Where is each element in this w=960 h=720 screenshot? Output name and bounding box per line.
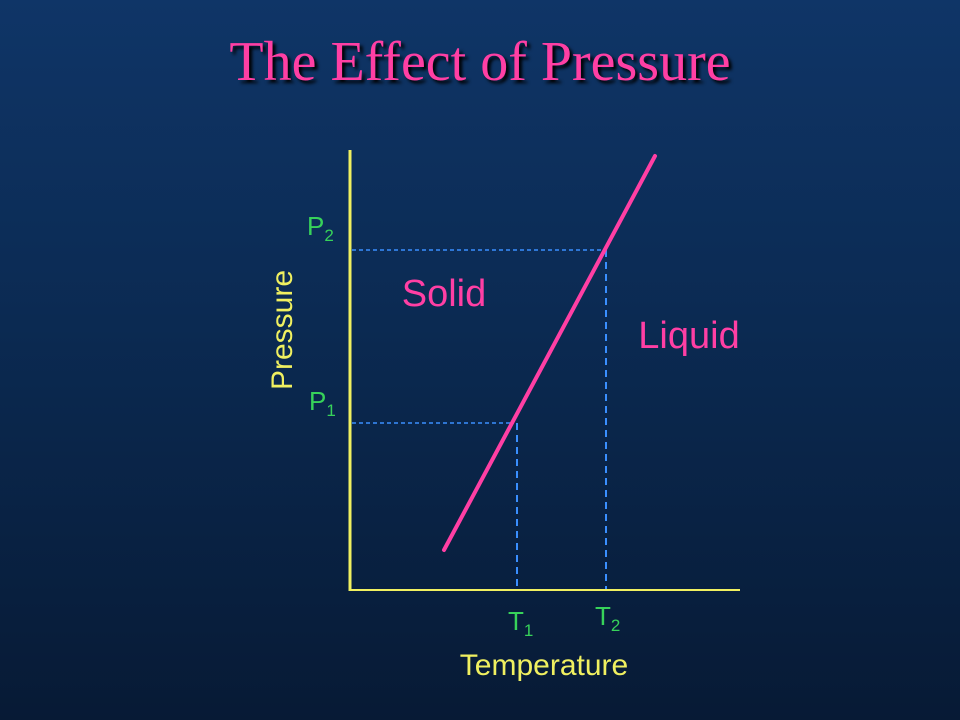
- t2-letter: T: [595, 601, 611, 631]
- solid-liquid-boundary-line: [442, 154, 657, 552]
- t1-subscript: 1: [524, 621, 533, 640]
- p2-tick-label: P2: [307, 211, 334, 245]
- y-axis-label: Pressure: [266, 270, 299, 390]
- solid-region-label: Solid: [402, 273, 487, 315]
- t1-tick-label: T1: [508, 606, 533, 640]
- slide-title: The Effect of Pressure: [229, 31, 731, 93]
- p1-subscript: 1: [326, 401, 335, 420]
- t2-tick-label: T2: [595, 601, 620, 635]
- p2-letter: P: [307, 211, 324, 241]
- x-axis-label: Temperature: [460, 649, 628, 682]
- t2-subscript: 2: [611, 616, 620, 635]
- p1-tick-label: P1: [309, 386, 336, 420]
- liquid-region-label: Liquid: [638, 315, 739, 357]
- p1-letter: P: [309, 386, 326, 416]
- t1-letter: T: [508, 606, 524, 636]
- p2-subscript: 2: [324, 226, 333, 245]
